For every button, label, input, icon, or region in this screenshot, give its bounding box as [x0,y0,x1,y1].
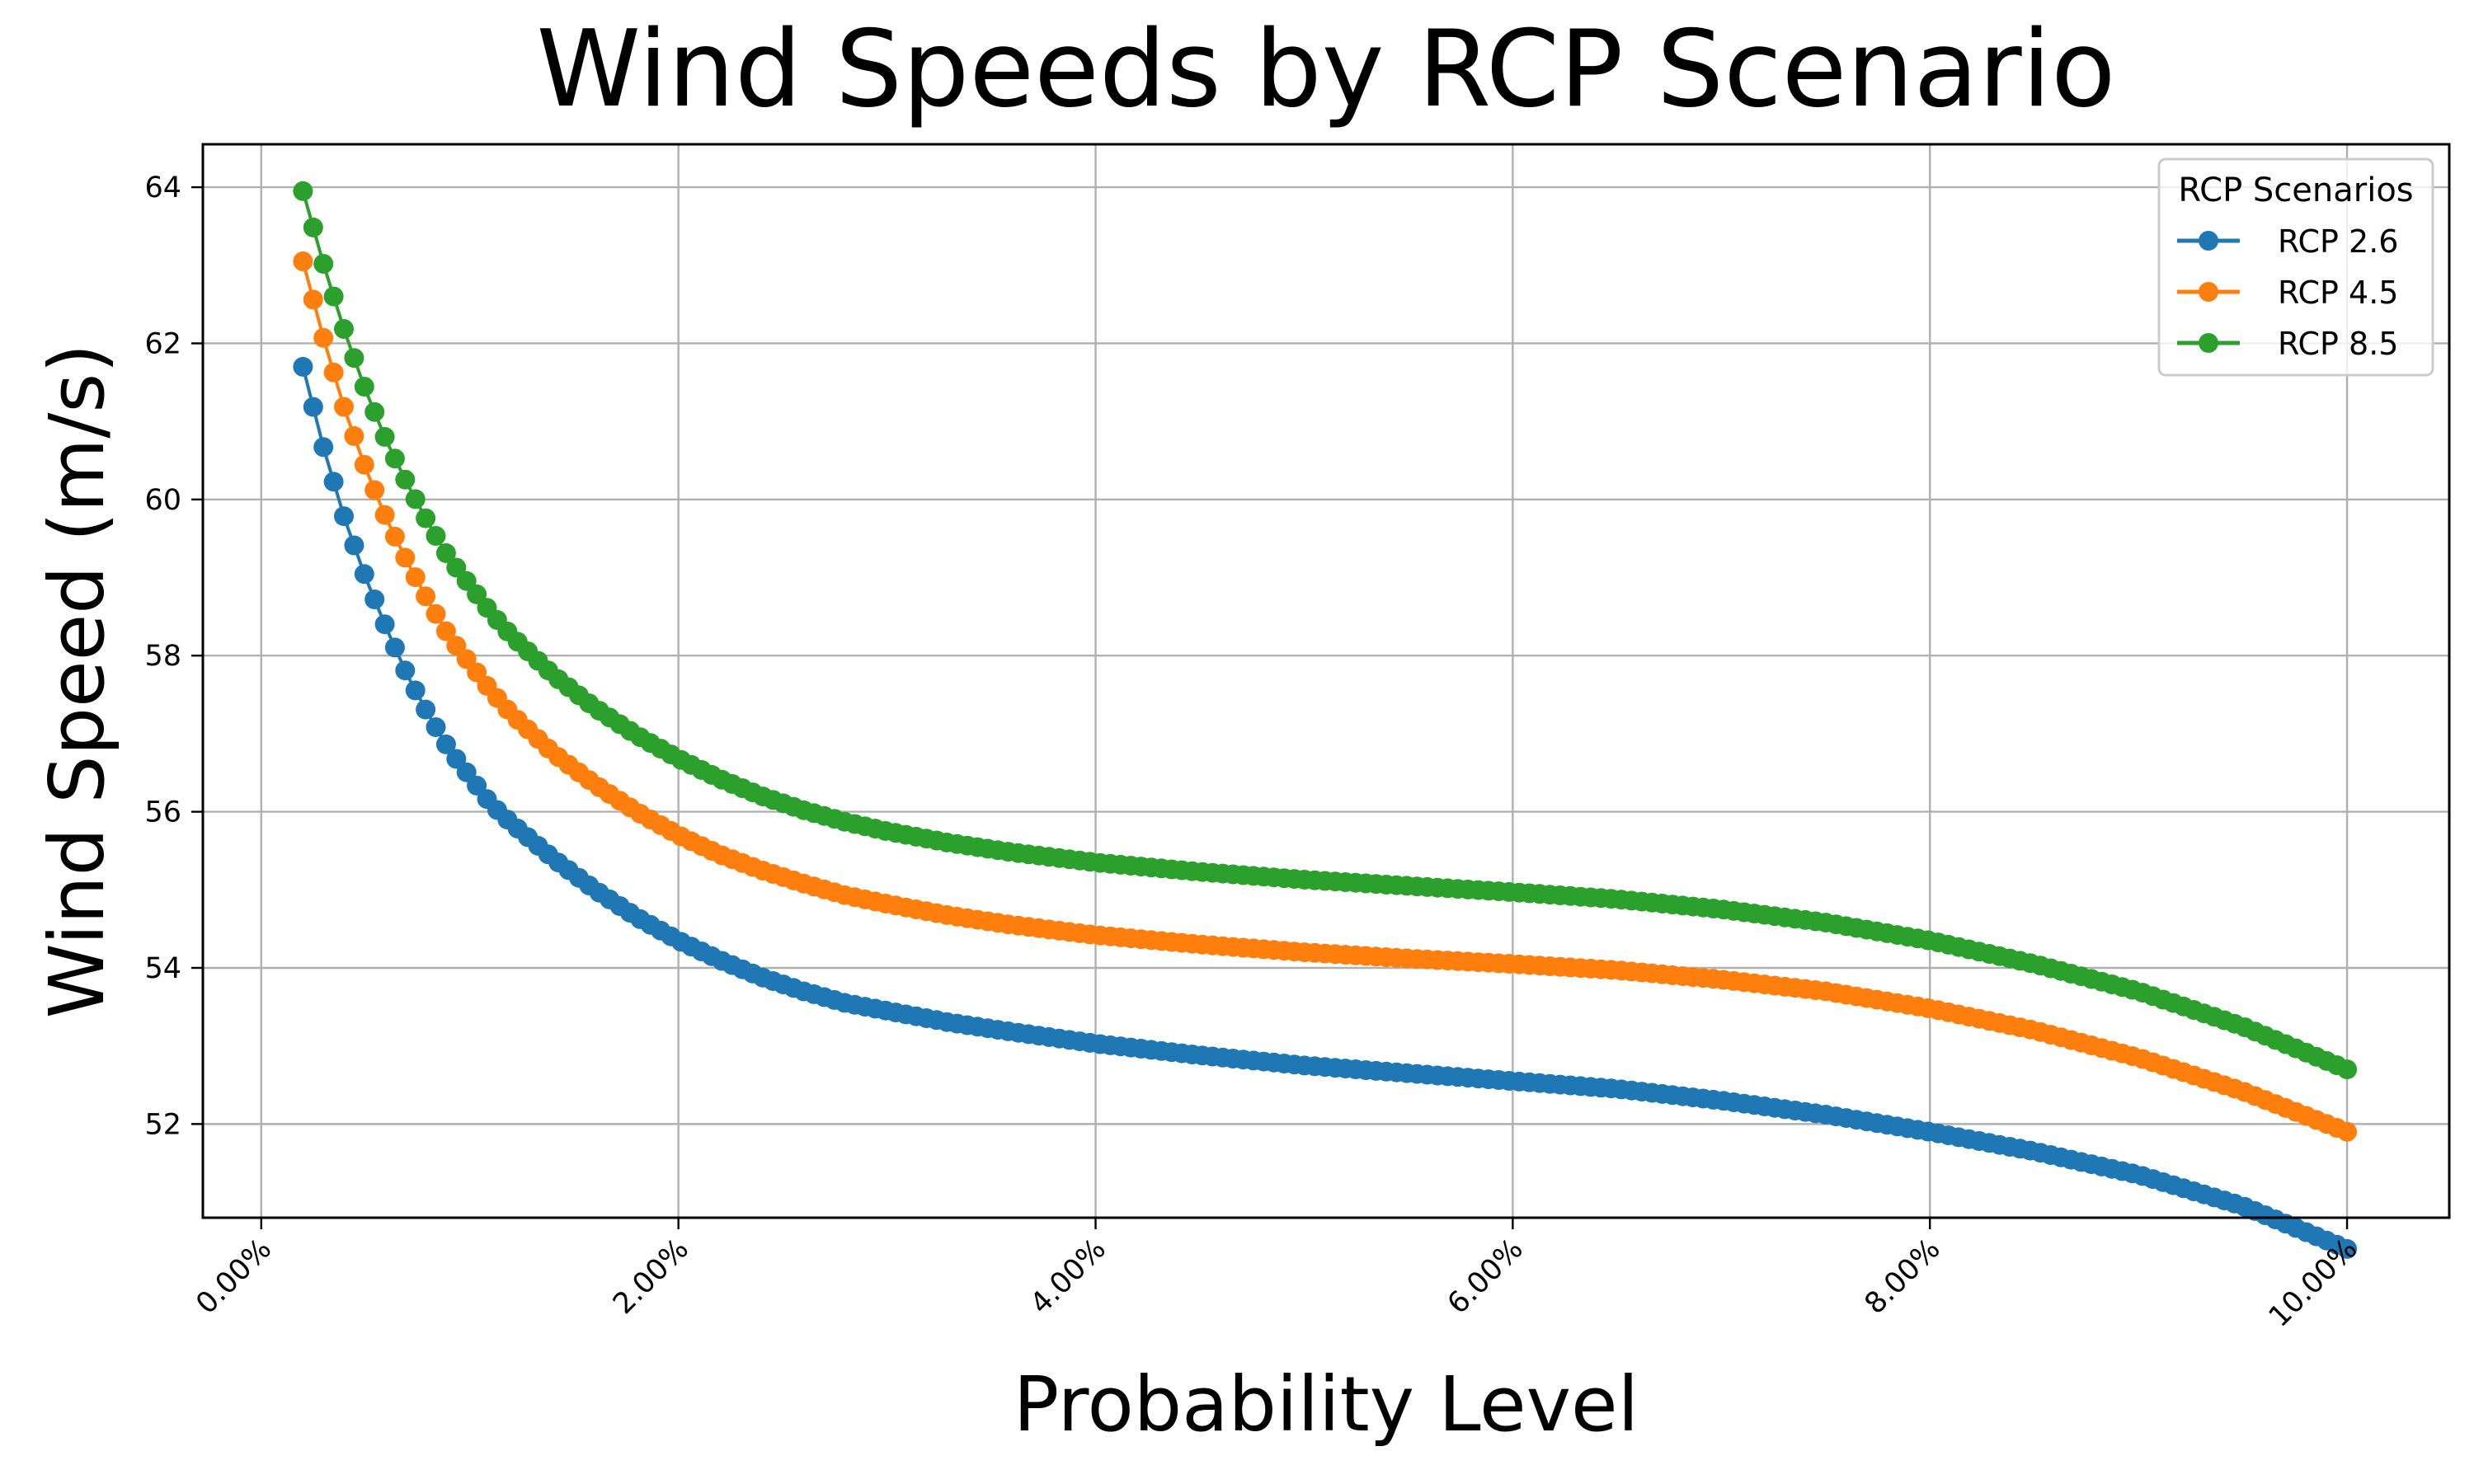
data-point [384,637,405,658]
data-point [426,717,446,737]
plot-area-frame [201,143,2451,1219]
data-point [467,584,487,604]
data-point [395,660,416,681]
data-point [374,505,395,525]
legend-entry: RCP 8.5 [2177,326,2398,362]
data-point [405,567,426,588]
data-point [365,402,385,422]
y-axis-label: Wind Speed (m/s) [33,344,121,1018]
data-point [446,557,467,578]
data-point [416,586,436,607]
data-point [435,734,456,754]
data-point [323,286,344,307]
data-point [456,571,477,591]
data-point [405,489,426,510]
data-point [435,621,456,641]
data-point [384,526,405,547]
data-point [303,289,323,310]
data-point [354,564,374,585]
series-rcp-8-5 [293,181,2358,1080]
data-point [293,356,313,377]
data-point [416,699,436,720]
data-point [416,508,436,528]
data-point [395,469,416,490]
data-point [313,254,334,274]
y-tick-label: 52 [144,1108,181,1141]
y-tick-label: 58 [144,640,181,673]
data-point [344,425,365,446]
data-point [456,649,477,669]
series-layer [293,181,2358,1259]
data-point [435,542,456,563]
legend-entries: RCP 2.6 RCP 4.5 RCP 8.5 [2177,223,2398,362]
data-point [456,762,477,782]
data-point [2337,1059,2358,1080]
legend-entry: RCP 2.6 [2177,223,2398,260]
legend-marker [2199,231,2218,251]
data-point [467,662,487,683]
y-tick-label: 56 [144,796,181,829]
legend-box [2157,157,2434,377]
data-point [405,680,426,701]
data-point [293,181,313,201]
data-point [426,526,446,546]
data-point [303,397,323,417]
series-rcp-2-6 [293,356,2358,1259]
data-point [2337,1121,2358,1142]
data-point [344,348,365,369]
data-point [426,603,446,624]
data-point [467,775,487,796]
series-rcp-4-5 [293,251,2358,1142]
y-tick-label: 64 [144,171,181,204]
data-point [313,327,334,348]
legend-entry: RCP 4.5 [2177,275,2398,311]
data-point [384,448,405,469]
legend-label: RCP 2.6 [2278,223,2398,260]
data-point [334,506,354,527]
data-point [395,547,416,568]
data-point [374,426,395,447]
data-point [293,251,313,271]
x-axis-label: Probability Level [1014,1360,1639,1449]
data-point [354,377,374,397]
legend-marker [2199,282,2218,302]
data-point [2337,1238,2358,1259]
data-point [334,319,354,339]
data-point [374,614,395,635]
data-point [323,362,344,383]
data-point [323,472,344,492]
legend-title: RCP Scenarios [2178,171,2413,209]
data-point [365,589,385,609]
data-point [365,480,385,500]
legend: RCP Scenarios RCP 2.6 RCP 4.5 RCP 8.5 [2157,157,2434,377]
data-point [303,217,323,237]
legend-label: RCP 8.5 [2278,326,2398,362]
y-tick-label: 54 [144,952,181,985]
chart-title: Wind Speeds by RCP Scenario [537,8,2116,131]
data-point [354,454,374,475]
legend-label: RCP 4.5 [2278,275,2398,311]
y-tick-label: 60 [144,484,181,517]
y-axis-ticks: 52 54 56 58 60 62 64 [144,171,203,1141]
data-point [446,636,467,656]
y-tick-label: 62 [144,327,181,360]
legend-marker [2199,333,2218,353]
data-point [446,749,467,769]
data-point [313,437,334,458]
data-point [334,397,354,417]
data-point [344,535,365,556]
